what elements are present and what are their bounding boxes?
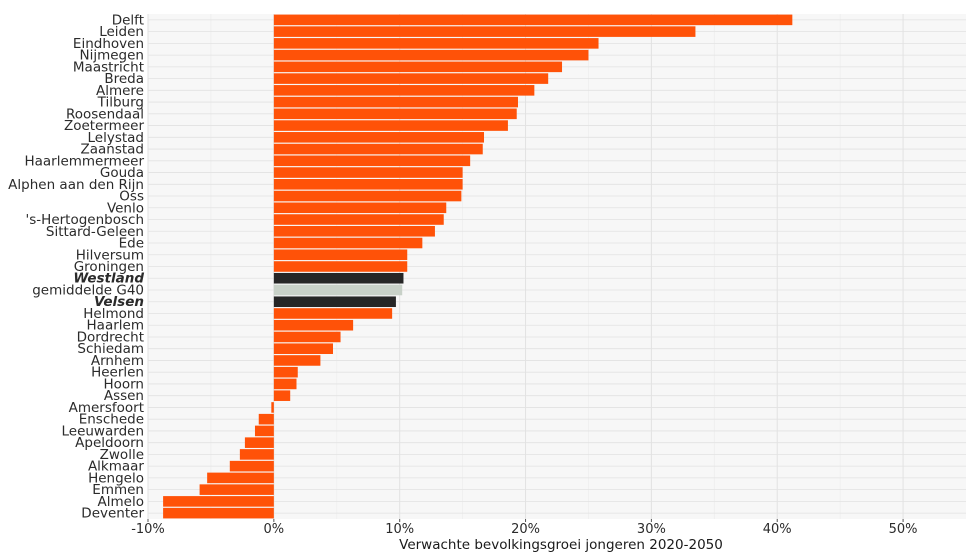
bar xyxy=(163,496,274,507)
x-tick-label: -10% xyxy=(131,522,165,537)
bar xyxy=(273,366,298,378)
category-label: Maastricht xyxy=(73,59,144,75)
bar xyxy=(273,143,483,155)
bar xyxy=(163,507,274,519)
x-tick-label: 20% xyxy=(511,522,540,537)
bar xyxy=(273,214,444,225)
category-label: Velsen xyxy=(94,294,144,310)
bar xyxy=(273,272,404,284)
bar xyxy=(273,261,408,272)
category-label: Deventer xyxy=(81,506,144,522)
x-tick-label: 30% xyxy=(637,522,666,537)
bar xyxy=(244,437,274,448)
bar xyxy=(273,343,333,354)
category-label: Ede xyxy=(119,236,144,252)
bar xyxy=(273,61,563,73)
bar xyxy=(273,308,393,319)
category-labels: DelftLeidenEindhovenNijmegenMaastrichtBr… xyxy=(8,12,144,521)
category-label: Hoorn xyxy=(103,376,144,392)
bar xyxy=(273,120,508,131)
x-axis-title: Verwachte bevolkingsgroei jongeren 2020-… xyxy=(399,537,723,552)
bar xyxy=(273,108,517,120)
bar xyxy=(207,472,274,484)
category-label: Sittard-Geleen xyxy=(46,224,144,240)
category-label: Leeuwarden xyxy=(61,423,144,439)
bar xyxy=(273,319,354,331)
bar xyxy=(239,449,274,460)
x-axis-ticks: -10% 0% 10% 20% 30% 40% 50% xyxy=(131,519,918,537)
bar xyxy=(273,14,793,26)
bar xyxy=(254,425,274,437)
category-label: Eindhoven xyxy=(73,36,144,52)
bar xyxy=(199,484,274,495)
category-label: Assen xyxy=(104,388,144,404)
bar xyxy=(273,155,471,167)
category-label: Almelo xyxy=(98,494,144,510)
bar xyxy=(273,355,321,366)
category-label: Alphen aan den Rijn xyxy=(8,177,144,193)
category-label: 's-Hertogenbosch xyxy=(26,212,144,228)
category-label: Arnhem xyxy=(91,353,144,369)
x-tick-label: 10% xyxy=(385,522,414,537)
bar xyxy=(273,73,549,84)
category-label: Haarlemmermeer xyxy=(24,153,144,169)
bar xyxy=(273,49,589,61)
bar xyxy=(258,413,274,425)
bar xyxy=(273,202,447,214)
bar xyxy=(273,249,408,261)
x-tick-label: 40% xyxy=(763,522,792,537)
bar xyxy=(273,167,463,178)
category-label: Helmond xyxy=(83,306,144,322)
x-tick-label: 50% xyxy=(889,522,918,537)
bar xyxy=(273,26,696,37)
bars-group xyxy=(163,14,793,519)
category-label: Oss xyxy=(119,189,144,205)
category-label: Dordrecht xyxy=(77,329,144,345)
category-label: Westland xyxy=(73,271,144,287)
category-label: Apeldoorn xyxy=(75,435,144,451)
category-label: Amersfoort xyxy=(69,400,144,416)
bar xyxy=(273,378,297,390)
x-tick-label: 0% xyxy=(264,522,285,537)
bar xyxy=(273,331,341,343)
bar xyxy=(273,38,599,49)
bar xyxy=(273,225,435,237)
category-label: gemiddelde G40 xyxy=(32,282,144,298)
category-label: Leiden xyxy=(99,24,144,40)
bar xyxy=(273,284,403,296)
category-label: Hengelo xyxy=(88,470,144,486)
category-label: Zwolle xyxy=(100,447,144,463)
category-label: Alkmaar xyxy=(88,459,144,475)
bar xyxy=(273,96,518,108)
bar xyxy=(273,296,396,308)
category-label: Zoetermeer xyxy=(64,118,144,134)
category-label: Heerlen xyxy=(91,365,144,381)
bar xyxy=(271,402,274,413)
category-label: Haarlem xyxy=(87,318,144,334)
category-label: Zaanstad xyxy=(80,142,144,158)
category-label: Breda xyxy=(104,71,144,87)
category-label: Roosendaal xyxy=(66,106,144,122)
category-label: Schiedam xyxy=(77,341,144,357)
bar xyxy=(273,237,423,249)
category-label: Delft xyxy=(112,12,144,28)
category-label: Enschede xyxy=(79,412,144,428)
bar xyxy=(273,85,535,96)
category-label: Tilburg xyxy=(97,95,144,111)
category-label: Nijmegen xyxy=(80,48,145,64)
bar xyxy=(273,390,291,401)
bar xyxy=(229,460,274,472)
category-label: Groningen xyxy=(74,259,144,275)
bar xyxy=(273,190,462,202)
category-label: Venlo xyxy=(107,200,144,216)
category-label: Emmen xyxy=(92,482,144,498)
category-label: Almere xyxy=(96,83,144,99)
bar xyxy=(273,179,463,190)
category-label: Hilversum xyxy=(76,247,144,263)
category-label: Lelystad xyxy=(88,130,145,146)
bar xyxy=(273,132,485,143)
category-label: Gouda xyxy=(100,165,144,181)
